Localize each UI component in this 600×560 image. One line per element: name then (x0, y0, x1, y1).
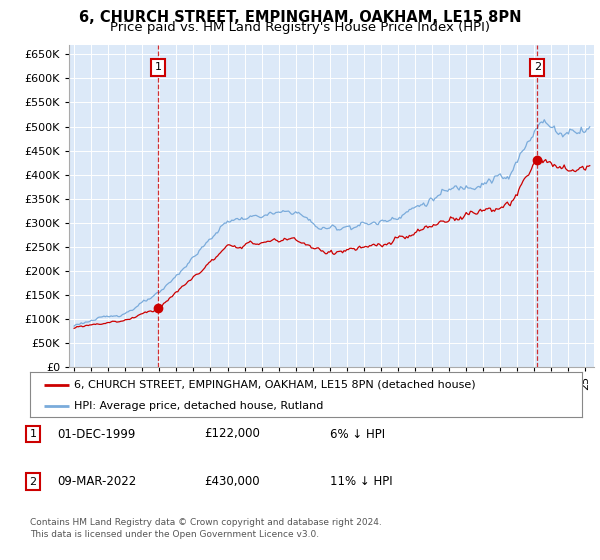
Text: 6% ↓ HPI: 6% ↓ HPI (330, 427, 385, 441)
Text: 09-MAR-2022: 09-MAR-2022 (57, 475, 136, 488)
Text: 6, CHURCH STREET, EMPINGHAM, OAKHAM, LE15 8PN (detached house): 6, CHURCH STREET, EMPINGHAM, OAKHAM, LE1… (74, 380, 476, 390)
Text: Price paid vs. HM Land Registry's House Price Index (HPI): Price paid vs. HM Land Registry's House … (110, 21, 490, 34)
Text: 2: 2 (29, 477, 37, 487)
Text: 11% ↓ HPI: 11% ↓ HPI (330, 475, 392, 488)
Text: 1: 1 (29, 429, 37, 439)
Text: £122,000: £122,000 (204, 427, 260, 441)
Text: £430,000: £430,000 (204, 475, 260, 488)
Text: HPI: Average price, detached house, Rutland: HPI: Average price, detached house, Rutl… (74, 401, 323, 411)
Text: 2: 2 (533, 62, 541, 72)
Text: 01-DEC-1999: 01-DEC-1999 (57, 427, 136, 441)
Text: 6, CHURCH STREET, EMPINGHAM, OAKHAM, LE15 8PN: 6, CHURCH STREET, EMPINGHAM, OAKHAM, LE1… (79, 10, 521, 25)
Text: 1: 1 (154, 62, 161, 72)
Text: Contains HM Land Registry data © Crown copyright and database right 2024.
This d: Contains HM Land Registry data © Crown c… (30, 518, 382, 539)
